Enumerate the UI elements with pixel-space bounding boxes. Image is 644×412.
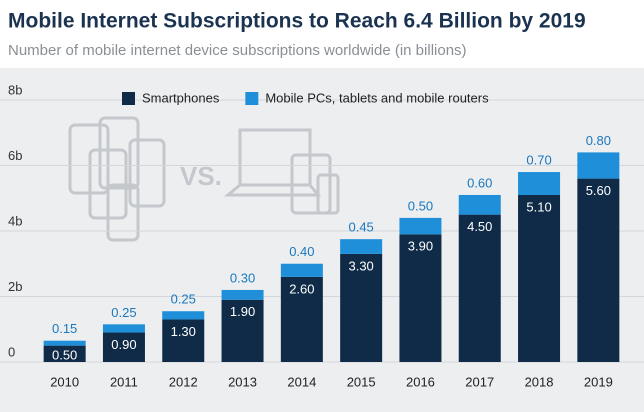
value-label: 0.90 — [111, 337, 136, 352]
x-tick-label: 2011 — [110, 374, 138, 389]
value-label: 0.50 — [52, 347, 77, 362]
value-label: 5.60 — [586, 183, 611, 198]
bar-segment — [518, 172, 561, 195]
bar-segment — [280, 276, 323, 362]
legend-label: Mobile PCs, tablets and mobile routers — [265, 90, 489, 105]
value-label: 1.30 — [171, 324, 196, 339]
x-tick-label: 2013 — [228, 374, 257, 389]
y-tick-label: 2b — [8, 279, 22, 294]
chart-title: Mobile Internet Subscriptions to Reach 6… — [8, 10, 586, 33]
x-tick-label: 2016 — [406, 374, 435, 389]
legend-swatch — [122, 92, 135, 105]
value-label: 0.25 — [111, 305, 136, 320]
value-label: 0.70 — [526, 152, 551, 167]
value-label: 0.80 — [586, 133, 611, 148]
y-tick-label: 4b — [8, 213, 22, 228]
bar-segment — [221, 299, 264, 362]
bar-segment — [399, 217, 442, 235]
y-tick-label: 0 — [8, 344, 15, 359]
y-tick-label: 8b — [8, 82, 22, 97]
value-label: 4.50 — [467, 219, 492, 234]
value-label: 1.90 — [230, 304, 255, 319]
bar-segment — [518, 194, 561, 362]
value-label: 0.60 — [467, 175, 492, 190]
bar-segment — [43, 345, 86, 362]
value-label: 3.90 — [408, 239, 433, 254]
value-label: 0.15 — [52, 321, 77, 336]
chart-subtitle: Number of mobile internet device subscri… — [8, 42, 467, 59]
bar-segment — [458, 214, 501, 362]
value-label: 0.25 — [171, 292, 196, 307]
bar-segment — [340, 253, 383, 362]
legend-swatch — [245, 92, 259, 105]
bar-segment — [458, 194, 501, 215]
value-label: 0.45 — [348, 220, 373, 235]
value-label: 0.30 — [230, 270, 255, 285]
bar-segment — [221, 289, 264, 300]
bar-segment — [162, 319, 205, 362]
x-tick-label: 2012 — [169, 374, 198, 389]
value-label: 5.10 — [526, 199, 551, 214]
x-tick-label: 2019 — [584, 374, 613, 389]
value-label: 2.60 — [289, 281, 314, 296]
bar-segment — [399, 234, 442, 362]
x-tick-label: 2018 — [525, 374, 554, 389]
value-label: 0.50 — [408, 198, 433, 213]
bar-segment — [43, 340, 86, 346]
bar-segment — [340, 239, 383, 254]
value-label: 3.30 — [348, 258, 373, 273]
x-tick-label: 2017 — [465, 374, 494, 389]
bar-segment — [102, 324, 145, 333]
bar-segment — [577, 178, 620, 362]
x-tick-label: 2015 — [347, 374, 376, 389]
bar-segment — [102, 332, 145, 362]
x-tick-label: 2014 — [287, 374, 316, 389]
y-tick-label: 6b — [8, 148, 22, 163]
bar-segment — [280, 263, 323, 277]
x-tick-label: 2010 — [50, 374, 79, 389]
value-label: 0.40 — [289, 244, 314, 259]
bar-segment — [577, 152, 620, 179]
legend-label: Smartphones — [142, 90, 220, 105]
bar-segment — [162, 311, 205, 320]
decor-icons — [68, 116, 340, 242]
